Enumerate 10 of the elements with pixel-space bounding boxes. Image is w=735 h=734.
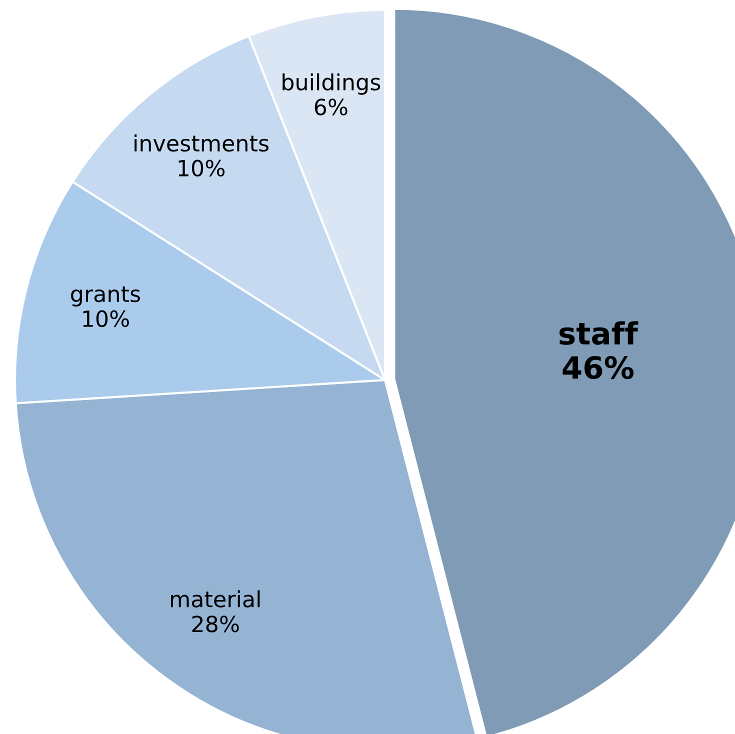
slice-label: investments (134, 134, 268, 152)
data-label: 46% (562, 356, 634, 380)
slice-label: staff (559, 321, 638, 345)
data-label: 10% (178, 160, 225, 177)
slice-label: grants (71, 286, 140, 307)
data-label: 6% (314, 98, 348, 116)
data-label: 28% (192, 616, 239, 632)
data-label: 10% (83, 310, 129, 328)
slice-label: material (171, 590, 260, 608)
slice-label: buildings (282, 73, 380, 95)
